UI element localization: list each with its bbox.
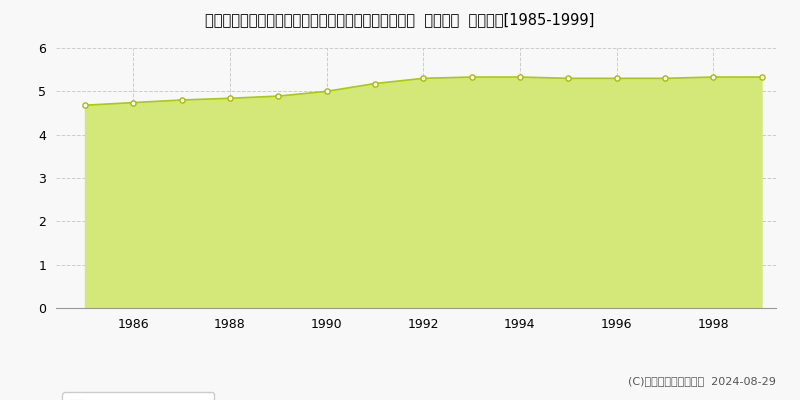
Point xyxy=(369,80,382,87)
Point xyxy=(223,95,236,102)
Point xyxy=(562,75,574,82)
Text: (C)土地価格ドットコム  2024-08-29: (C)土地価格ドットコム 2024-08-29 xyxy=(628,376,776,386)
Text: 福島県会津若松市門田町大字徳久字竹之元６８７番２  地価公示  地価推移[1985-1999]: 福島県会津若松市門田町大字徳久字竹之元６８７番２ 地価公示 地価推移[1985-… xyxy=(206,12,594,27)
Point xyxy=(127,100,140,106)
Point xyxy=(658,75,671,82)
Legend: 地価公示  平均嵪単価(万円/嵪): 地価公示 平均嵪単価(万円/嵪) xyxy=(62,392,214,400)
Point xyxy=(272,93,285,99)
Point xyxy=(78,102,91,108)
Point xyxy=(514,74,526,80)
Point xyxy=(417,75,430,82)
Point xyxy=(706,74,719,80)
Point xyxy=(610,75,623,82)
Point xyxy=(175,97,188,103)
Point xyxy=(465,74,478,80)
Point xyxy=(320,88,333,94)
Point xyxy=(755,74,768,80)
